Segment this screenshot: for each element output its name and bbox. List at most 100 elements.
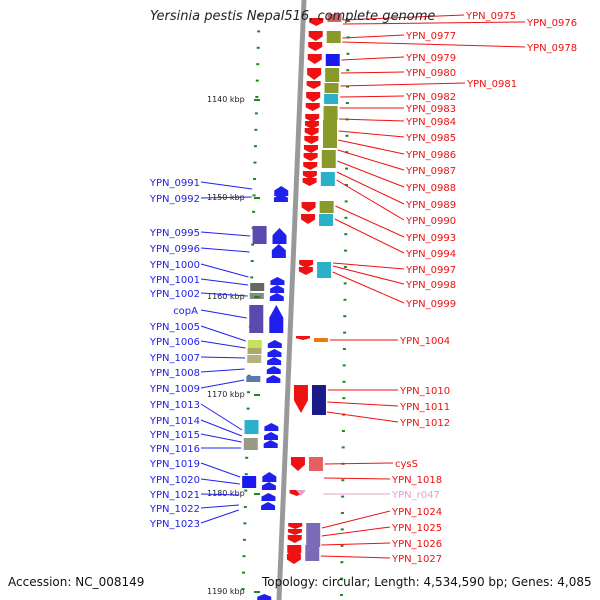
left-gene-label: YPN_0992 bbox=[149, 194, 200, 205]
gene-box bbox=[247, 355, 262, 363]
gene-box bbox=[306, 523, 321, 547]
tick-mark-right bbox=[341, 430, 345, 432]
gene-box bbox=[323, 106, 338, 120]
right-leader-line bbox=[342, 41, 526, 48]
reverse-gene-arrow bbox=[305, 103, 320, 111]
forward-gene-arrow bbox=[257, 594, 272, 600]
right-gene-label: YPN_0976 bbox=[526, 18, 577, 29]
tick-mark-left bbox=[247, 391, 251, 394]
reverse-gene-arrow bbox=[296, 336, 310, 340]
tick-mark-right bbox=[340, 544, 344, 547]
tick-mark-right bbox=[343, 331, 347, 334]
left-gene-label: YPN_1013 bbox=[149, 400, 200, 411]
tick-mark-left bbox=[247, 374, 251, 377]
scale-tick bbox=[254, 591, 260, 593]
forward-gene-arrow bbox=[269, 305, 284, 333]
right-leader-line bbox=[340, 71, 405, 74]
left-gene-label: YPN_1006 bbox=[149, 337, 200, 348]
reverse-gene-arrow bbox=[299, 260, 314, 268]
gene-box bbox=[249, 305, 264, 333]
right-gene-label: YPN_1012 bbox=[399, 418, 450, 429]
tick-mark-right bbox=[345, 134, 349, 137]
right-gene-label: YPN_1011 bbox=[399, 402, 450, 413]
right-gene-label: YPN_1026 bbox=[391, 539, 442, 550]
forward-gene-arrow bbox=[267, 349, 282, 357]
right-leader-line bbox=[332, 262, 405, 270]
gene-box bbox=[319, 214, 334, 226]
right-gene-label: YPN_0994 bbox=[405, 249, 456, 260]
tick-mark-right bbox=[341, 446, 345, 449]
right-leader-line bbox=[337, 160, 405, 188]
scale-tick bbox=[254, 197, 260, 199]
scale-label: 1160 kbp bbox=[207, 292, 245, 301]
reverse-gene-arrow bbox=[304, 128, 319, 136]
forward-gene-arrow bbox=[271, 244, 286, 258]
scale-label: 1140 kbp bbox=[207, 95, 245, 104]
tick-mark-right bbox=[343, 298, 347, 301]
left-gene-label: YPN_0995 bbox=[149, 228, 200, 239]
reverse-gene-arrow bbox=[305, 114, 320, 122]
reverse-gene-arrow bbox=[304, 136, 319, 144]
right-leader-line bbox=[326, 411, 399, 423]
tick-mark-right bbox=[340, 512, 344, 514]
gene-box bbox=[324, 83, 339, 93]
right-gene-label: YPN_0982 bbox=[405, 92, 456, 103]
left-leader-line bbox=[200, 419, 243, 437]
forward-gene-arrow bbox=[274, 186, 289, 196]
tick-mark-left bbox=[241, 588, 245, 590]
scale-tick bbox=[254, 99, 260, 101]
left-gene-label: YPN_0996 bbox=[149, 244, 200, 255]
left-leader-line bbox=[200, 368, 245, 373]
right-gene-label: YPN_1027 bbox=[391, 554, 442, 565]
tick-mark-right bbox=[344, 216, 348, 219]
tick-mark-right bbox=[345, 102, 349, 104]
reverse-gene-arrow bbox=[288, 523, 303, 529]
left-leader-line bbox=[200, 462, 241, 478]
reverse-gene-arrow bbox=[290, 457, 305, 471]
reverse-gene-arrow bbox=[307, 54, 322, 64]
right-leader-line bbox=[336, 171, 405, 205]
right-gene-label: YPN_0978 bbox=[526, 43, 577, 54]
right-gene-label: YPN_0998 bbox=[405, 280, 456, 291]
gene-box bbox=[325, 68, 340, 82]
right-leader-line bbox=[336, 179, 405, 221]
tick-mark-right bbox=[345, 167, 349, 170]
scale-tick bbox=[254, 493, 260, 495]
reverse-gene-arrow bbox=[302, 171, 317, 179]
right-leader-line bbox=[327, 401, 399, 407]
tick-mark-left bbox=[252, 210, 256, 213]
right-leader-line bbox=[341, 56, 405, 61]
left-leader-line bbox=[200, 325, 246, 342]
tick-mark-left bbox=[250, 260, 254, 262]
map-title: Yersinia pestis Nepal516, complete genom… bbox=[150, 9, 436, 24]
right-gene-label: YPN_1010 bbox=[399, 386, 450, 397]
left-gene-label: copA bbox=[173, 306, 198, 317]
left-leader-line bbox=[200, 196, 252, 199]
reverse-gene-arrow bbox=[286, 554, 301, 564]
left-gene-label: YPN_1002 bbox=[149, 289, 200, 300]
tick-mark-right bbox=[346, 85, 350, 88]
right-gene-label: YPN_0988 bbox=[405, 183, 456, 194]
tick-mark-left bbox=[245, 456, 249, 459]
tick-mark-left bbox=[256, 63, 260, 66]
tick-mark-left bbox=[242, 538, 246, 541]
left-leader-line bbox=[200, 247, 250, 253]
tick-mark-left bbox=[253, 145, 257, 148]
left-gene-label: YPN_1016 bbox=[149, 444, 200, 455]
reverse-gene-arrow bbox=[308, 42, 323, 51]
forward-gene-arrow bbox=[267, 340, 282, 348]
reverse-gene-arrow bbox=[287, 535, 302, 543]
accession-text: Accession: NC_008149 bbox=[8, 575, 145, 589]
tick-mark-left bbox=[257, 14, 261, 16]
left-leader-line bbox=[200, 356, 246, 359]
gene-box bbox=[317, 262, 332, 278]
backbone-line bbox=[276, 0, 307, 600]
tick-mark-right bbox=[340, 528, 344, 531]
left-leader-line bbox=[200, 379, 245, 389]
reverse-gene-arrow bbox=[298, 267, 313, 275]
left-leader-line bbox=[200, 504, 239, 509]
left-leader-line bbox=[200, 509, 239, 524]
tick-mark-right bbox=[346, 20, 350, 22]
right-gene-label: YPN_r047 bbox=[391, 490, 440, 501]
